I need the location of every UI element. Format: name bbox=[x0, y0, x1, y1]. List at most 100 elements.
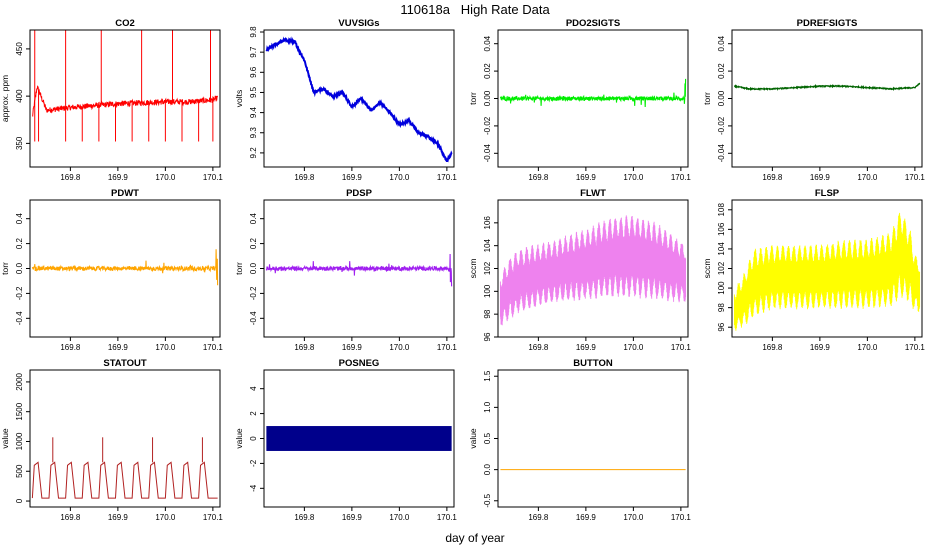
y-tick-label: 102 bbox=[717, 261, 726, 275]
y-tick-label: 98 bbox=[717, 303, 726, 312]
x-tick-label: 170.0 bbox=[623, 513, 644, 522]
x-tick-label: 170.0 bbox=[857, 343, 878, 352]
y-tick-label: 0.0 bbox=[249, 262, 258, 274]
y-tick-label: 100 bbox=[717, 281, 726, 295]
y-axis-label: value bbox=[468, 428, 478, 449]
y-tick-label: 104 bbox=[483, 238, 492, 252]
y-tick-label: 96 bbox=[483, 332, 492, 341]
panel-pdo2sigts: PDO2SIGTS torr 169.8 169.9 170.0 170.1 -0.04 -0… bbox=[468, 18, 691, 182]
panel-title: STATOUT bbox=[103, 358, 146, 369]
x-tick-label: 169.8 bbox=[528, 343, 549, 352]
y-tick-label: -0.04 bbox=[483, 144, 492, 163]
y-tick-label: 2 bbox=[249, 411, 258, 416]
y-tick-label: 1.0 bbox=[483, 401, 492, 413]
x-tick-label: 169.8 bbox=[762, 343, 783, 352]
y-axis-label: torr bbox=[234, 262, 244, 275]
x-tick-label: 169.8 bbox=[528, 513, 549, 522]
y-tick-label: 96 bbox=[717, 322, 726, 331]
figure-title: 110618a High Rate Data bbox=[400, 2, 550, 17]
posneg-band bbox=[266, 426, 452, 451]
panel-button: BUTTON value 169.8 169.9 170.0 170.1 -0.5 0.0 0.… bbox=[468, 358, 691, 522]
x-tick-label: 170.0 bbox=[623, 173, 644, 182]
plot-frame bbox=[497, 369, 689, 508]
y-axis-label: approx. ppm bbox=[0, 75, 10, 122]
series-pdrefsigts bbox=[733, 82, 921, 92]
panel-pdrefsigts: PDREFSIGTS torr 169.8 169.9 170.0 170.1 -0.04 -… bbox=[702, 18, 925, 182]
y-tick-label: 0.4 bbox=[15, 213, 24, 225]
y-tick-label: 4 bbox=[249, 386, 258, 391]
series-flwt bbox=[499, 215, 687, 326]
x-tick-label: 169.9 bbox=[810, 173, 831, 182]
y-tick-label: 1500 bbox=[15, 402, 24, 420]
plot-frame bbox=[731, 29, 923, 168]
x-tick-label: 169.8 bbox=[528, 173, 549, 182]
y-tick-label: -0.4 bbox=[15, 311, 24, 325]
y-tick-label: 9.3 bbox=[249, 127, 258, 139]
x-tick-label: 169.9 bbox=[108, 173, 129, 182]
x-tick-label: 170.1 bbox=[437, 513, 458, 522]
series-band bbox=[733, 212, 921, 331]
y-tick-label: -0.02 bbox=[717, 116, 726, 135]
series-band bbox=[499, 215, 687, 326]
y-tick-label: 9.7 bbox=[249, 46, 258, 58]
panel-posneg: POSNEG value 169.8 169.9 170.0 170.1 -4 -2 0 2 4 bbox=[234, 358, 457, 522]
y-axis-label: torr bbox=[702, 92, 712, 105]
y-tick-label: 0 bbox=[249, 436, 258, 441]
x-tick-label: 170.0 bbox=[155, 343, 176, 352]
y-axis-label: volts bbox=[234, 90, 244, 107]
y-tick-label: -0.02 bbox=[483, 116, 492, 135]
series-statout bbox=[31, 437, 218, 499]
series-flsp bbox=[733, 212, 921, 331]
y-tick-label: 1.5 bbox=[483, 370, 492, 382]
panel-title: CO2 bbox=[115, 18, 135, 29]
series-co2 bbox=[32, 30, 219, 142]
y-tick-label: 9.6 bbox=[249, 66, 258, 78]
x-tick-label: 169.8 bbox=[294, 343, 315, 352]
panel-vuvsigs: VUVSIGs volts 169.8 169.9 170.0 170.1 9.2 9.3 9.… bbox=[234, 18, 457, 182]
x-tick-label: 170.0 bbox=[623, 343, 644, 352]
y-tick-label: -0.2 bbox=[249, 286, 258, 300]
y-tick-label: 9.8 bbox=[249, 26, 258, 38]
y-tick-label: 104 bbox=[717, 242, 726, 256]
series-line bbox=[31, 461, 218, 499]
y-axis-label: value bbox=[234, 428, 244, 449]
x-tick-label: 170.1 bbox=[905, 343, 926, 352]
panel-title: FLSP bbox=[815, 188, 840, 199]
x-tick-label: 169.9 bbox=[342, 343, 363, 352]
series-line bbox=[733, 82, 921, 92]
x-tick-label: 170.1 bbox=[671, 173, 692, 182]
x-tick-label: 170.1 bbox=[671, 343, 692, 352]
x-tick-label: 169.9 bbox=[576, 343, 597, 352]
x-tick-label: 170.1 bbox=[437, 173, 458, 182]
y-tick-label: 0.0 bbox=[15, 262, 24, 274]
panel-title: PDSP bbox=[346, 188, 373, 199]
y-axis-label: sccm bbox=[702, 259, 712, 279]
y-axis-label: value bbox=[0, 428, 10, 449]
series-line bbox=[499, 78, 687, 108]
y-tick-label: 0.04 bbox=[717, 35, 726, 51]
panel-title: FLWT bbox=[580, 188, 606, 199]
plot-frame bbox=[263, 29, 455, 168]
y-tick-label: 106 bbox=[717, 222, 726, 236]
x-tick-label: 170.1 bbox=[203, 513, 224, 522]
y-tick-label: 350 bbox=[15, 136, 24, 150]
x-tick-label: 169.8 bbox=[294, 173, 315, 182]
y-tick-label: 0.0 bbox=[483, 464, 492, 476]
x-tick-label: 169.9 bbox=[108, 343, 129, 352]
y-tick-label: 500 bbox=[15, 464, 24, 478]
panel-statout: STATOUT value 169.8 169.9 170.0 170.1 0 500 1000… bbox=[0, 358, 223, 522]
panel-flsp: FLSP sccm 169.8 169.9 170.0 170.1 96 98 100 102 10… bbox=[702, 188, 925, 352]
y-tick-label: 0.5 bbox=[483, 432, 492, 444]
y-tick-label: 0.02 bbox=[717, 63, 726, 79]
x-tick-label: 170.1 bbox=[203, 343, 224, 352]
y-tick-label: 0.04 bbox=[483, 35, 492, 51]
y-tick-label: 450 bbox=[15, 42, 24, 56]
y-tick-label: 9.5 bbox=[249, 86, 258, 98]
y-tick-label: -4 bbox=[249, 484, 258, 492]
y-tick-label: 100 bbox=[483, 284, 492, 298]
series-line bbox=[31, 249, 219, 286]
panel-pdwt: PDWT torr 169.8 169.9 170.0 170.1 -0.4 -0.2 0.0 0… bbox=[0, 188, 223, 352]
y-tick-label: 0.4 bbox=[249, 213, 258, 225]
x-tick-label: 170.1 bbox=[671, 513, 692, 522]
y-tick-label: 0.02 bbox=[483, 63, 492, 79]
